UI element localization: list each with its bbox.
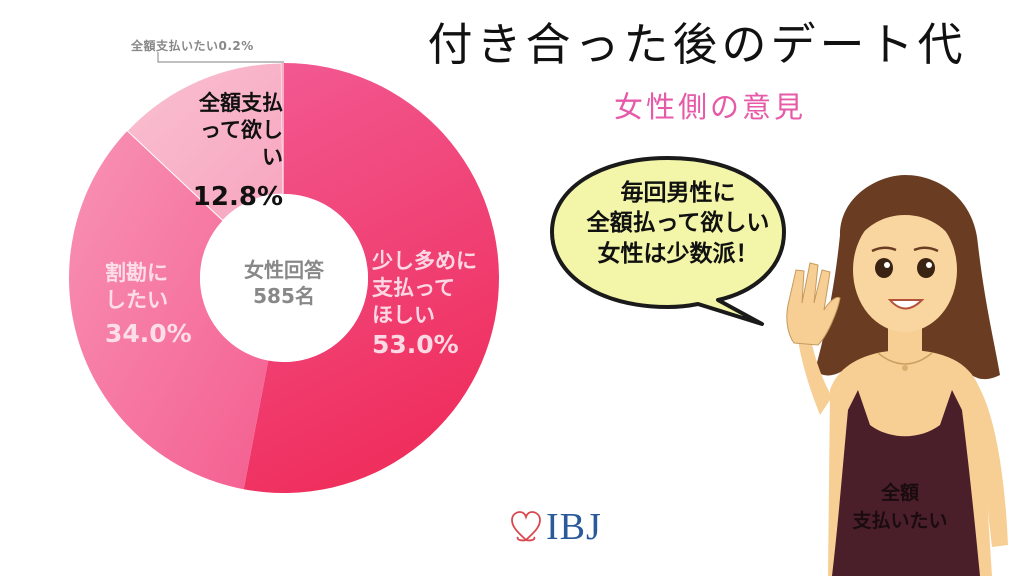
dress-text: 全額 支払いたい — [840, 480, 960, 535]
smile — [887, 299, 925, 310]
label-line: って欲しい — [200, 117, 283, 169]
callout-line — [157, 52, 284, 63]
respondent-count: 585名 — [253, 283, 315, 308]
label-pay-a-bit-more: 少し多めに 支払って ほしい 53.0% — [372, 248, 477, 361]
slice-pay-a-bit-more — [243, 63, 499, 493]
dress-line: 全額 — [880, 482, 919, 504]
label-line: 全額支払 — [199, 91, 283, 115]
logo-text: IBJ — [546, 506, 602, 548]
donut-hole — [200, 194, 368, 362]
eye-left — [875, 258, 893, 278]
speech-bubble — [550, 156, 786, 326]
label-value: 12.8% — [192, 181, 283, 212]
label-line: 少し多めに — [372, 249, 477, 273]
heart-icon — [511, 511, 541, 542]
label-full-pay-wanted: 全額支払 って欲しい 12.8% — [183, 90, 283, 214]
label-value: 34.0% — [105, 318, 192, 348]
respondent-group: 女性回答 — [244, 258, 324, 282]
label-split-bill: 割勘に したい 34.0% — [105, 260, 192, 350]
bubble-line: 女性は少数派！ — [597, 240, 759, 267]
slice-full-pay-myself — [281, 63, 284, 195]
label-full-pay-myself: 全額支払いたい0.2% — [131, 39, 254, 53]
dress-line: 支払いたい — [852, 509, 948, 532]
donut-center-label: 女性回答 585名 — [214, 258, 354, 309]
eye-right — [917, 258, 935, 278]
ibj-logo: IBJ — [510, 505, 602, 549]
woman-illustration — [786, 175, 1008, 576]
label-line: 割勘に — [105, 261, 168, 285]
waving-hand — [786, 262, 841, 346]
face — [853, 208, 957, 332]
donut-slices — [68, 62, 499, 493]
donut-chart — [68, 52, 499, 493]
slice-split-bill — [68, 130, 269, 490]
page-title: 付き合った後のデート代 — [427, 18, 967, 71]
label-line: 支払って — [372, 275, 455, 300]
dress — [832, 390, 980, 576]
bubble-line: 毎回男性に — [620, 180, 736, 206]
bubble-line: 全額払って欲しい — [586, 210, 770, 237]
page-subtitle: 女性側の意見 — [613, 90, 806, 124]
speech-bubble-text: 毎回男性に 全額払って欲しい 女性は少数派！ — [565, 178, 791, 269]
label-value: 53.0% — [372, 329, 459, 359]
label-line: したい — [105, 287, 168, 312]
label-line: ほしい — [372, 302, 435, 327]
